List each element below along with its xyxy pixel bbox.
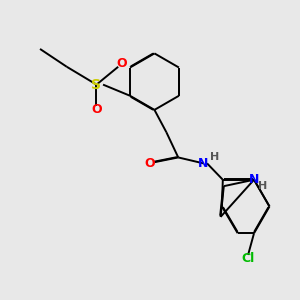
Text: O: O: [116, 57, 127, 70]
Text: O: O: [145, 157, 155, 170]
Text: H: H: [258, 181, 267, 191]
Text: N: N: [198, 157, 209, 170]
Text: N: N: [249, 173, 259, 186]
Text: H: H: [210, 152, 219, 162]
Text: O: O: [91, 103, 102, 116]
Text: Cl: Cl: [242, 252, 255, 265]
Text: S: S: [92, 78, 101, 92]
